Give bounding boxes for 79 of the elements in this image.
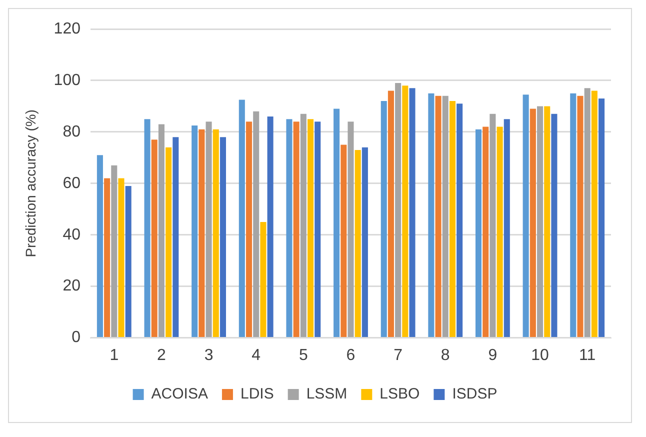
- bar: [482, 126, 489, 338]
- y-axis-title: Prediction accuracy (%): [22, 109, 38, 258]
- x-tick-label: 9: [488, 346, 498, 364]
- bar: [428, 93, 434, 338]
- y-tick-label: 0: [72, 329, 81, 346]
- bar: [551, 114, 558, 338]
- bar: [402, 86, 408, 338]
- legend-label: LDIS: [240, 386, 274, 403]
- bar: [544, 106, 550, 338]
- bar: [530, 108, 536, 338]
- bar: [362, 147, 368, 338]
- bar: [449, 101, 456, 338]
- bar: [570, 93, 576, 338]
- bar: [253, 111, 260, 338]
- x-tick-label: 3: [204, 346, 214, 364]
- bar: [314, 122, 321, 338]
- bar: [96, 155, 103, 338]
- bar: [111, 165, 118, 338]
- bar: [158, 124, 164, 338]
- bar: [334, 108, 340, 338]
- x-tick-label: 4: [252, 346, 261, 364]
- bar: [388, 90, 394, 338]
- bar: [260, 222, 266, 338]
- bar: [125, 186, 132, 338]
- bar: [206, 122, 212, 338]
- bar: [442, 96, 448, 338]
- bar: [166, 147, 172, 338]
- y-tick-label: 120: [54, 20, 81, 38]
- legend-label: LSSM: [306, 386, 348, 403]
- y-tick-label: 100: [54, 72, 81, 89]
- bar: [220, 137, 226, 338]
- bar: [490, 114, 496, 338]
- bar: [409, 88, 416, 338]
- bar: [340, 144, 347, 338]
- x-tick-label: 10: [531, 346, 550, 364]
- x-tick-label: 11: [579, 346, 596, 364]
- legend-label: LSBO: [380, 386, 420, 403]
- bar: [537, 106, 544, 338]
- x-tick-label: 1: [110, 346, 119, 364]
- bar: [380, 101, 387, 338]
- x-tick-label: 7: [394, 346, 403, 364]
- bar: [504, 119, 510, 338]
- bar: [246, 122, 252, 338]
- bar: [395, 83, 402, 338]
- y-tick-label: 20: [62, 278, 81, 295]
- bar: [192, 126, 198, 338]
- bar: [238, 100, 245, 338]
- bar: [354, 150, 361, 338]
- bar: [308, 119, 314, 338]
- x-tick-label: 8: [440, 346, 450, 364]
- bar: [286, 119, 292, 338]
- y-tick-label: 60: [62, 174, 81, 192]
- bar: [300, 114, 306, 338]
- bar: [293, 122, 300, 338]
- bar: [456, 104, 463, 338]
- x-tick-label: 5: [298, 346, 308, 364]
- bar: [496, 126, 503, 338]
- bar: [348, 122, 354, 338]
- legend-label: ACOISA: [151, 386, 208, 403]
- bar: [172, 137, 179, 338]
- y-tick-label: 80: [62, 123, 81, 140]
- bar: [118, 178, 124, 338]
- legend-label: ISDSP: [452, 386, 498, 403]
- bar: [212, 129, 219, 338]
- bar: [584, 88, 590, 338]
- bar: [144, 119, 150, 338]
- bar: [198, 129, 205, 338]
- bar: [435, 96, 442, 338]
- bar: [104, 178, 110, 338]
- bar: [475, 129, 482, 338]
- x-tick-label: 2: [157, 346, 166, 364]
- bar: [151, 140, 158, 338]
- x-tick-label: 6: [346, 346, 356, 364]
- bar: [267, 116, 274, 338]
- bar: [522, 94, 529, 338]
- y-tick-label: 40: [62, 226, 81, 244]
- bar: [591, 90, 598, 338]
- bar: [598, 98, 605, 338]
- bar: [577, 96, 584, 338]
